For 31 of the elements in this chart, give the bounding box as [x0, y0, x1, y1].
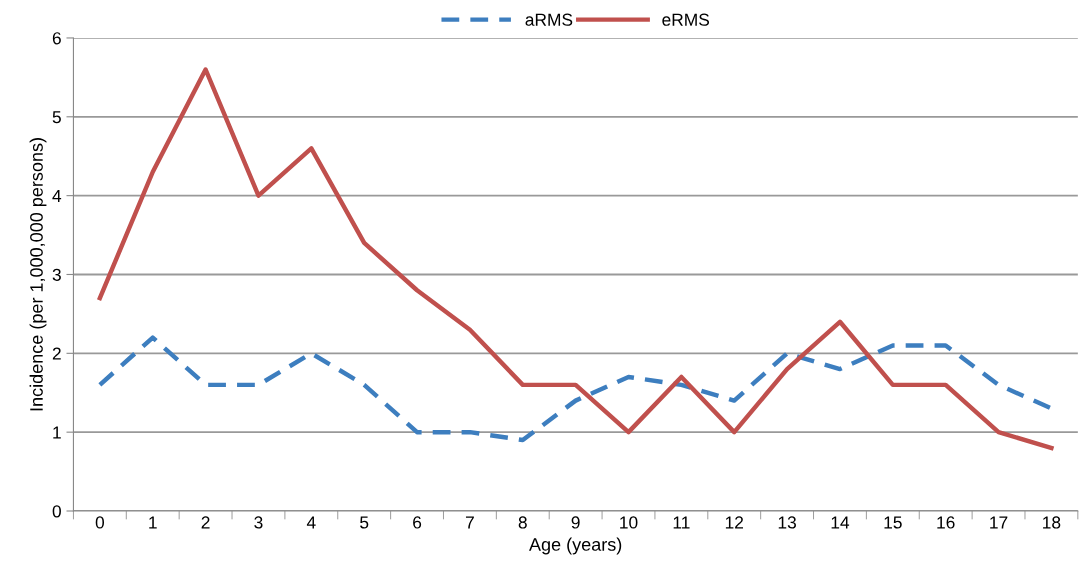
y-tick-label: 1	[53, 426, 61, 439]
x-tick-label: 16	[937, 516, 955, 529]
y-axis-title: Incidence (per 1,000,000 persons)	[29, 138, 47, 411]
legend-label: aRMS	[525, 13, 573, 26]
x-tick-label: 7	[465, 516, 474, 529]
x-tick-label: 14	[831, 516, 850, 529]
x-tick-label: 6	[413, 516, 422, 529]
line-series	[97, 67, 1054, 451]
x-tick-label: 13	[778, 516, 796, 529]
x-tick-label: 4	[306, 516, 316, 529]
y-tick-label: 0	[52, 505, 61, 518]
x-tick-label: 10	[620, 516, 638, 529]
x-tick-label: 9	[571, 516, 580, 529]
x-tick-label: 2	[201, 516, 210, 529]
y-tick-label: 3	[52, 268, 61, 281]
x-tick-label: 0	[95, 516, 105, 529]
y-tick-label: 5	[52, 111, 61, 124]
x-tick-label: 3	[254, 516, 263, 529]
x-tick-label: 11	[673, 516, 690, 529]
x-tick-label: 8	[518, 516, 527, 529]
x-tick-label: 12	[725, 516, 744, 529]
x-tick-label: 5	[360, 516, 369, 529]
y-tick-label: 4	[52, 189, 62, 202]
x-tick-label: 15	[884, 516, 902, 529]
legend-label: eRMS	[662, 13, 710, 26]
y-tick-label: 2	[52, 347, 61, 360]
x-tick-label: 17	[990, 516, 1008, 529]
y-tick-label: 6	[52, 32, 61, 45]
x-tick-label: 1	[149, 516, 157, 529]
x-axis-title: Age (years)	[529, 537, 622, 555]
x-tick-label: 18	[1043, 516, 1061, 529]
